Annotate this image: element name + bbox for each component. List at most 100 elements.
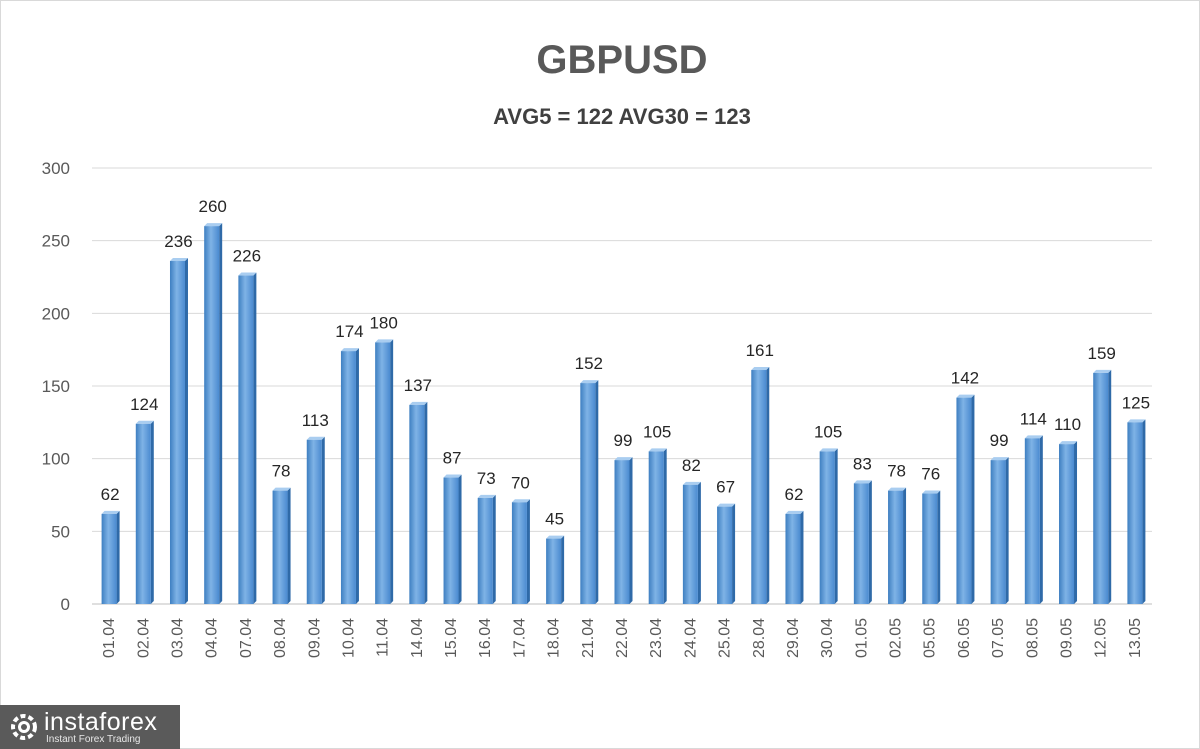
- data-label: 142: [951, 369, 979, 388]
- bar: [614, 457, 633, 604]
- data-label: 45: [545, 510, 564, 529]
- bar-top: [546, 535, 565, 539]
- data-label: 124: [130, 395, 158, 414]
- bar-front: [888, 490, 904, 604]
- bar: [169, 258, 188, 604]
- bar: [340, 348, 359, 604]
- bar-front: [614, 460, 630, 604]
- x-tick-label: 02.04: [135, 618, 152, 658]
- bar-front: [751, 370, 767, 604]
- bar: [717, 503, 736, 604]
- bar-top: [135, 420, 154, 424]
- bar-side: [390, 339, 394, 604]
- data-label: 180: [369, 313, 397, 332]
- bar-front: [819, 451, 835, 604]
- x-tick-label: 22.04: [614, 618, 631, 658]
- bar-top: [1059, 441, 1078, 445]
- bar: [922, 490, 941, 604]
- bar-front: [272, 490, 288, 604]
- x-tick-label: 18.04: [546, 618, 563, 658]
- data-label: 114: [1020, 409, 1047, 428]
- bar-side: [424, 401, 428, 604]
- y-tick-label: 100: [42, 450, 70, 469]
- bar: [990, 457, 1009, 604]
- data-labels: 62 124 236 260 226 78 113 174 180 137 87 73 70 45 152 9…: [101, 197, 1150, 528]
- x-tick-label: 24.04: [682, 618, 699, 658]
- bar-side: [287, 487, 291, 604]
- bar-side: [629, 457, 633, 604]
- bar-top: [580, 380, 599, 384]
- bar-side: [1074, 441, 1078, 604]
- x-tick-label: 09.05: [1059, 618, 1076, 658]
- data-label: 83: [853, 454, 872, 473]
- x-tick-label: 16.04: [477, 618, 494, 658]
- bar: [853, 480, 872, 604]
- bar-front: [511, 502, 527, 604]
- bar-side: [766, 367, 770, 604]
- bar-top: [682, 481, 701, 485]
- chart-subtitle: AVG5 = 122 AVG30 = 123: [493, 104, 751, 129]
- x-tick-label: 01.05: [853, 618, 870, 658]
- data-label: 236: [164, 232, 192, 251]
- bar-side: [800, 510, 804, 604]
- data-label: 110: [1054, 415, 1081, 434]
- bar-top: [956, 394, 975, 398]
- bar-front: [238, 275, 254, 604]
- bar-front: [135, 423, 151, 604]
- x-tick-label: 11.04: [375, 618, 392, 657]
- x-tick-label: 17.04: [511, 618, 528, 658]
- bar-top: [853, 480, 872, 484]
- bar: [1127, 419, 1146, 604]
- bar-top: [443, 474, 462, 478]
- bar-front: [1127, 422, 1143, 604]
- bar-side: [1142, 419, 1146, 604]
- bar-front: [375, 342, 391, 604]
- chart-title: GBPUSD: [536, 38, 708, 82]
- bar: [546, 535, 565, 604]
- x-tick-label: 01.04: [101, 618, 118, 658]
- x-tick-label: 23.04: [648, 618, 665, 658]
- data-label: 226: [233, 247, 261, 266]
- bar-side: [116, 510, 120, 604]
- bar-front: [682, 484, 698, 604]
- data-label: 82: [682, 456, 701, 475]
- data-label: 152: [575, 354, 603, 373]
- y-tick-label: 150: [42, 377, 70, 396]
- bar-top: [785, 510, 804, 514]
- x-tick-label: 12.05: [1093, 618, 1110, 658]
- bar-side: [184, 258, 188, 604]
- x-tick-label: 10.04: [340, 618, 357, 658]
- x-tick-label: 06.05: [956, 618, 973, 658]
- gear-logo-icon: [11, 714, 37, 740]
- bar: [682, 481, 701, 604]
- bar-front: [477, 497, 493, 604]
- bar-top: [1127, 419, 1146, 423]
- bar-top: [204, 223, 223, 227]
- data-label: 99: [614, 431, 633, 450]
- x-tick-label: 15.04: [443, 618, 460, 658]
- logo-brand-text: instaforex: [44, 708, 158, 736]
- bar-front: [956, 397, 972, 604]
- bar-top: [990, 457, 1009, 461]
- bar-front: [922, 493, 938, 604]
- x-tick-label: 05.05: [922, 618, 939, 658]
- bar-side: [697, 481, 701, 604]
- bar-front: [340, 351, 356, 604]
- bar: [819, 448, 838, 604]
- bar-side: [526, 499, 530, 604]
- y-tick-label: 200: [42, 304, 70, 323]
- x-tick-label: 28.04: [751, 618, 768, 658]
- bar: [1024, 435, 1043, 604]
- y-tick-label: 50: [51, 522, 70, 541]
- bar-top: [1024, 435, 1043, 439]
- bar-front: [409, 404, 425, 604]
- bar-front: [580, 383, 596, 604]
- bar-top: [511, 499, 530, 503]
- x-tick-label: 04.04: [204, 618, 221, 658]
- bar: [511, 499, 530, 604]
- x-tick-label: 21.04: [580, 618, 597, 658]
- data-label: 62: [101, 485, 120, 504]
- bar: [1093, 369, 1112, 604]
- bar-top: [409, 401, 428, 405]
- y-axis-ticks: 0 50 100 150 200 250 300: [42, 159, 70, 614]
